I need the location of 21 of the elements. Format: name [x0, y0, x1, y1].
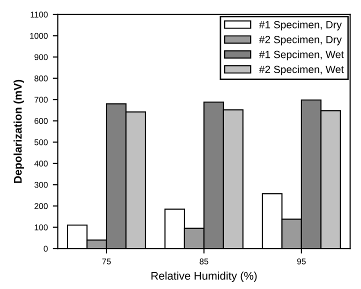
- x-tick-label: 95: [297, 258, 306, 264]
- y-tick-label: 200: [34, 203, 48, 210]
- y-tick-label: 100: [34, 224, 48, 230]
- x-axis-title: Relative Humidity (%): [151, 272, 257, 282]
- y-tick-label: 0: [44, 246, 48, 252]
- x-tick-label: 85: [200, 258, 208, 264]
- y-tick-label: 400: [34, 160, 48, 167]
- legend-label: #1 Sepcimen, Wet: [259, 50, 344, 60]
- y-tick-label: 700: [34, 96, 48, 103]
- y-tick-label: 1100: [30, 12, 48, 18]
- y-tick-label: 600: [34, 118, 48, 124]
- y-tick-label: 1000: [30, 32, 48, 39]
- y-tick-label: 300: [34, 182, 48, 188]
- y-tick-label: 500: [34, 139, 48, 146]
- legend-label: #2 Specimen, Dry: [259, 36, 342, 46]
- y-tick-label: 800: [34, 75, 48, 82]
- legend-label: #1 Specimen, Dry: [259, 20, 342, 30]
- legend-label: #2 Specimen, Wet: [259, 65, 344, 76]
- y-axis-title: Depolarization (mV): [14, 80, 24, 183]
- x-tick-label: 75: [102, 258, 111, 264]
- y-tick-label: 900: [34, 54, 48, 60]
